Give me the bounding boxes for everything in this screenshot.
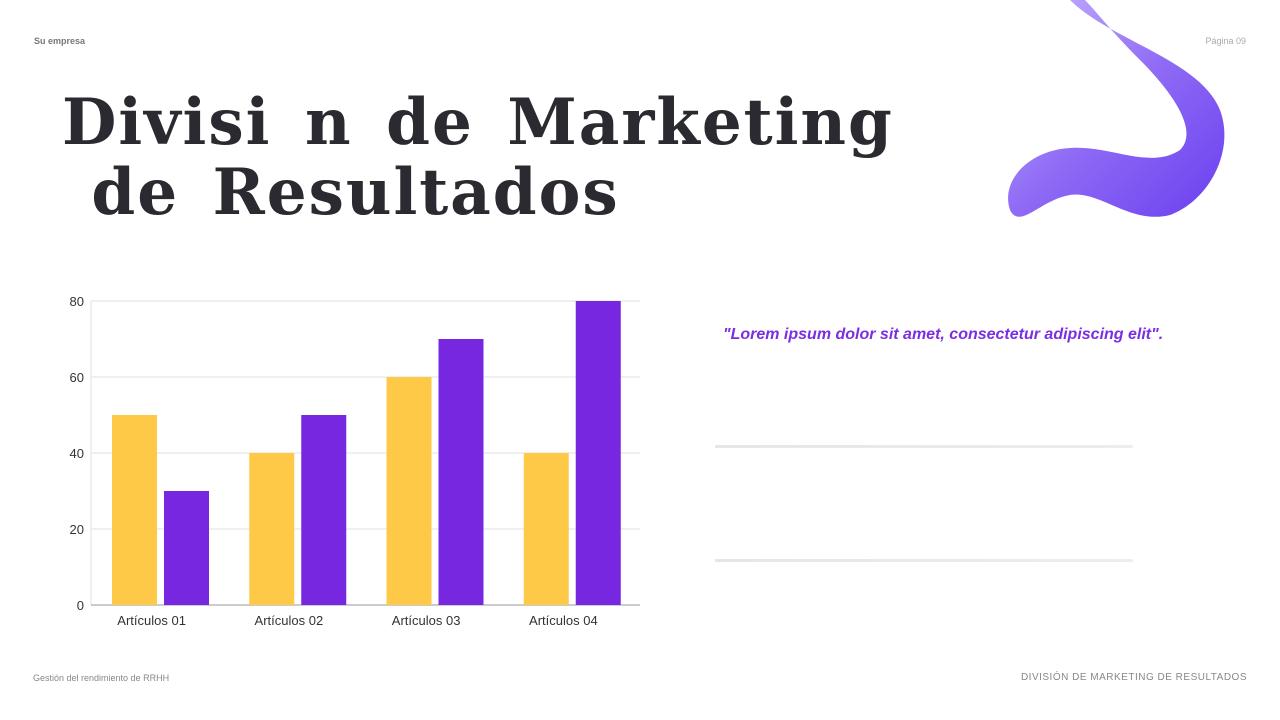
bar-series-1 [249,453,295,605]
x-tick-label: Artículos 04 [529,613,598,628]
y-tick-label: 60 [70,370,84,385]
tiny-text-line [715,559,1133,562]
footer-left: Gestión del rendimiento de RRHH [33,673,170,683]
bar-chart: 0 20 40 60 80 Artículos 01 Artículos 02 Artícul… [70,294,640,628]
page-title: Divisi n de Marketing de Resultados [62,88,894,228]
y-tick-label: 80 [70,294,84,309]
y-tick-label: 40 [70,446,84,461]
y-tick-label: 20 [70,522,84,537]
bar-series-1 [386,377,432,605]
x-tick-label: Artículos 02 [255,613,324,628]
page-number: Página 09 [1205,36,1246,46]
title-line-2: de Resultados [91,155,620,230]
title-line-1: Divisi n de Marketing [62,85,894,160]
footer-right: DIVISIÓN DE MARKETING DE RESULTADOS [1020,672,1247,683]
quote-text: "Lorem ipsum dolor sit amet, consectetur… [723,326,1164,343]
x-tick-label: Artículos 01 [117,613,186,628]
x-tick-label: Artículos 03 [392,613,461,628]
bar-series-2 [164,491,209,605]
bar-series-2 [575,301,621,605]
bar-series-2 [301,415,347,605]
bar-series-1 [112,415,157,605]
tiny-text-line [715,445,1133,448]
bar-series-1 [523,453,569,605]
y-tick-label: 0 [77,598,84,613]
bar-series-2 [438,339,484,605]
decorative-purple-blob [1008,0,1225,217]
company-name: Su empresa [34,36,86,46]
